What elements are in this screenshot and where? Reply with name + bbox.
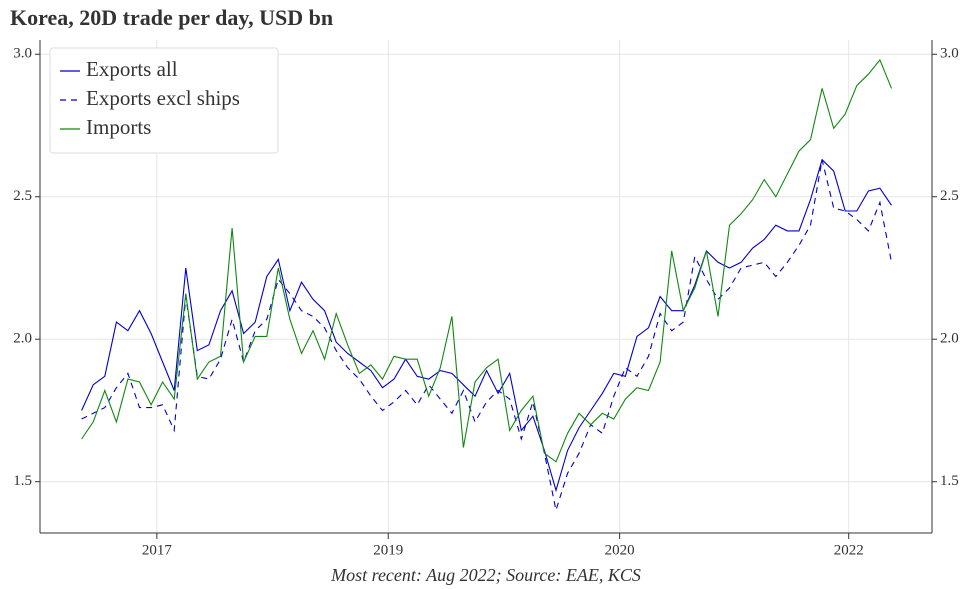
y-tick-label: 1.5 xyxy=(13,473,32,489)
y2-tick-label: 3.0 xyxy=(940,46,959,62)
legend-label: Imports xyxy=(86,115,151,139)
legend-label: Exports excl ships xyxy=(86,86,240,110)
legend-label: Exports all xyxy=(86,57,178,81)
y-tick-label: 2.5 xyxy=(13,188,32,204)
x-tick-label: 2017 xyxy=(142,542,173,558)
y-tick-label: 2.0 xyxy=(13,331,32,347)
y-tick-label: 3.0 xyxy=(13,46,32,62)
series-line xyxy=(81,159,893,511)
series-line xyxy=(81,158,892,493)
y2-tick-label: 2.5 xyxy=(940,188,959,204)
y2-tick-label: 2.0 xyxy=(940,331,959,347)
legend-box xyxy=(49,47,279,154)
x-tick-label: 2019 xyxy=(373,542,403,558)
x-tick-label: 2020 xyxy=(605,542,635,558)
x-tick-label: 2022 xyxy=(834,542,864,558)
y2-tick-label: 1.5 xyxy=(940,473,959,489)
footnote: Most recent: Aug 2022; Source: EAE, KCS xyxy=(330,565,641,585)
chart-title: Korea, 20D trade per day, USD bn xyxy=(10,5,333,30)
series-line xyxy=(81,58,893,463)
